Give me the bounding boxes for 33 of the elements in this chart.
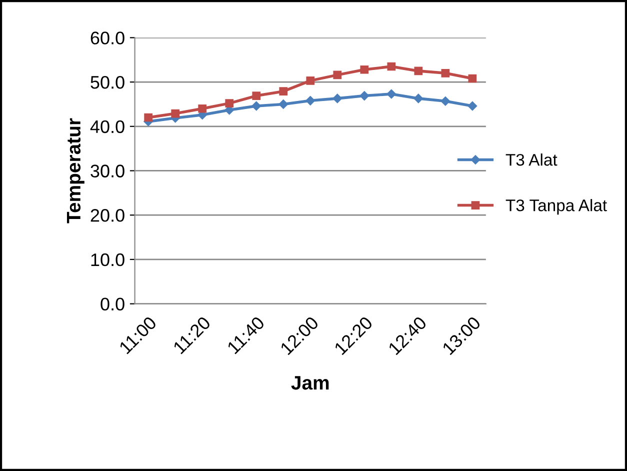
point [468, 101, 478, 111]
point [468, 74, 477, 83]
y-tick-label: 0.0 [100, 298, 124, 311]
point [414, 94, 424, 104]
y-tick-label: 40.0 [90, 120, 124, 134]
point [440, 96, 450, 106]
y-tick-label: 20.0 [90, 209, 124, 222]
point [332, 94, 342, 104]
legend-label: T3 Alat [506, 154, 558, 166]
point [414, 66, 423, 76]
point [144, 113, 152, 122]
point [333, 70, 342, 80]
y-tick-label: 50.0 [90, 76, 124, 89]
x-axis-title: Jam [291, 376, 329, 390]
y-tick-label: 30.0 [90, 164, 124, 178]
point [278, 100, 288, 109]
point [279, 87, 288, 96]
point [171, 109, 180, 118]
y-tick-label: 10.0 [91, 253, 124, 266]
point [225, 99, 234, 108]
y-axis-title: Temperatur [66, 118, 84, 224]
point [198, 104, 206, 113]
point [360, 91, 370, 100]
point [441, 68, 450, 78]
y-tick-label: 60.0 [90, 32, 124, 44]
legend-label: T3 Tanpa Alat [506, 199, 607, 215]
point [252, 101, 261, 111]
point [386, 89, 396, 99]
point [387, 62, 396, 71]
point [252, 92, 261, 100]
point [306, 96, 315, 106]
point [306, 76, 315, 85]
point [360, 65, 369, 74]
